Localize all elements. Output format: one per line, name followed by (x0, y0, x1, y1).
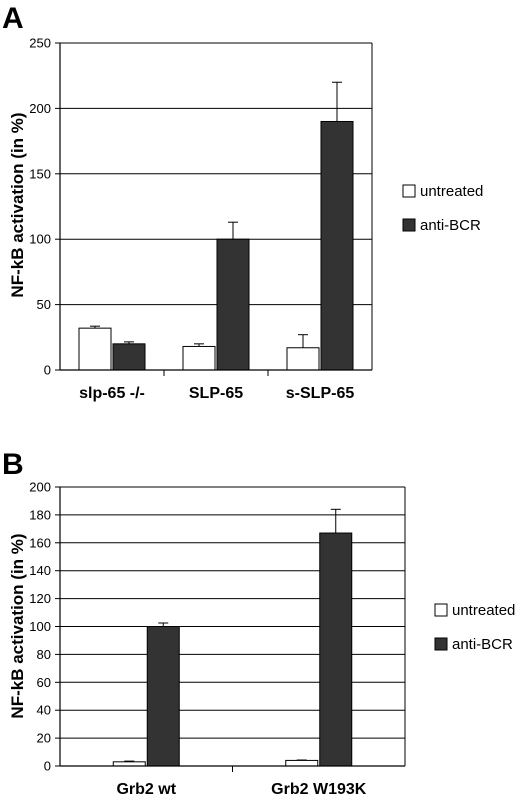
panel-a-x-tick-labels: slp-65 -/- SLP-65 s-SLP-65 (79, 385, 354, 402)
b-y-tick-label: 20 (37, 731, 51, 746)
panel-a-letter: A (2, 2, 24, 35)
a-legend-swatch-untreated (402, 184, 416, 198)
panel-b-axes (55, 486, 406, 772)
b-legend-swatch-anti-bcr (434, 637, 448, 651)
b-x-tick-label: Grb2 W193K (271, 781, 367, 798)
a-bar-untreated (182, 345, 216, 371)
b-y-tick-label: 140 (29, 563, 51, 578)
b-y-tick-label: 0 (44, 759, 51, 774)
panel-b-legend: untreated anti-BCR (434, 602, 515, 653)
panel-b-ylabel: NF-kB activation (in %) (8, 533, 27, 718)
panel-a-gridlines (60, 42, 372, 306)
a-x-tick-label: SLP-65 (189, 385, 243, 402)
b-bar-untreated (285, 759, 319, 767)
a-legend-label-anti-bcr: anti-BCR (420, 217, 481, 234)
a-bar-untreated (78, 327, 112, 371)
panel-a-y-tick-labels: 0 50 100 150 200 250 (29, 36, 51, 378)
b-legend-label-untreated: untreated (452, 602, 515, 619)
a-bar-anti-bcr (216, 238, 250, 371)
b-legend-swatch-untreated (434, 603, 448, 617)
b-y-tick-label: 120 (29, 591, 51, 606)
panel-a-axes (55, 42, 373, 376)
a-y-tick-label: 150 (29, 166, 51, 181)
a-bar-untreated (286, 347, 320, 371)
a-x-tick-label: s-SLP-65 (286, 385, 355, 402)
panel-b-letter: B (2, 448, 24, 481)
b-bar-anti-bcr (319, 532, 353, 767)
panel-b-x-tick-labels: Grb2 wt Grb2 W193K (116, 781, 366, 798)
b-y-tick-label: 160 (29, 535, 51, 550)
b-legend-label-anti-bcr: anti-BCR (452, 636, 513, 653)
a-y-tick-label: 250 (29, 36, 51, 51)
b-bar-anti-bcr (146, 626, 180, 767)
a-y-tick-label: 50 (37, 297, 51, 312)
panel-b-gridlines (60, 486, 405, 739)
panel-b: B NF-kB activation (in %) 0 20 40 60 80 100 12… (2, 448, 515, 798)
panel-b-y-tick-labels: 0 20 40 60 80 100 120 140 160 180 200 (29, 480, 51, 774)
panel-a-bars (78, 81, 354, 371)
a-x-tick-label: slp-65 -/- (79, 385, 145, 402)
panel-a-ylabel: NF-kB activation (in %) (8, 112, 27, 297)
a-bar-anti-bcr (112, 343, 146, 371)
b-y-tick-label: 200 (29, 480, 51, 495)
a-y-tick-label: 0 (44, 363, 51, 378)
panel-a-legend: untreated anti-BCR (402, 183, 483, 234)
a-y-tick-label: 200 (29, 101, 51, 116)
b-x-tick-label: Grb2 wt (116, 781, 176, 798)
a-bar-anti-bcr (320, 120, 354, 371)
b-y-tick-label: 180 (29, 507, 51, 522)
b-y-tick-label: 60 (37, 675, 51, 690)
b-y-tick-label: 100 (29, 619, 51, 634)
b-y-tick-label: 80 (37, 647, 51, 662)
a-legend-swatch-anti-bcr (402, 218, 416, 232)
a-y-tick-label: 100 (29, 232, 51, 247)
panel-b-bars (112, 508, 353, 767)
a-legend-label-untreated: untreated (420, 183, 483, 200)
panel-a: A NF-kB activation (in %) 0 50 100 150 200 25… (2, 2, 483, 402)
b-bar-untreated (112, 761, 146, 767)
b-y-tick-label: 40 (37, 703, 51, 718)
